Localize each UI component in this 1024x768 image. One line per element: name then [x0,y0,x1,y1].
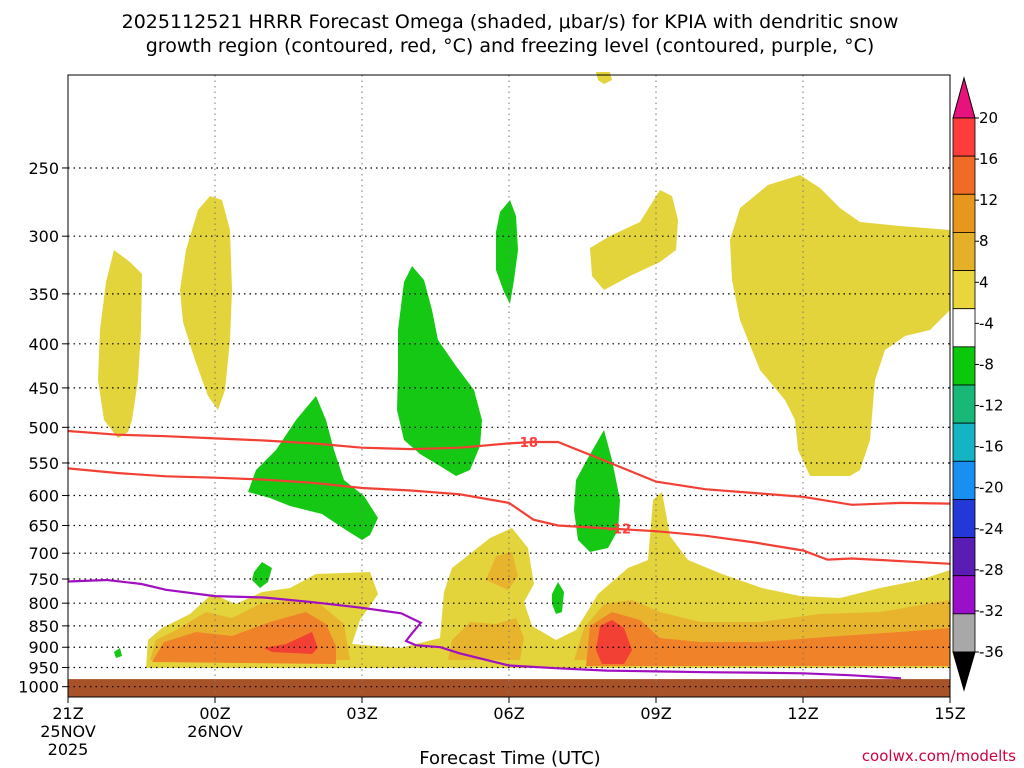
y-tick-label-750: 750 [28,570,59,589]
colorbar-label--8: -8 [979,355,994,373]
omega-region-green-1 [248,396,378,540]
omega-region-red-2 [596,620,632,664]
credit-text: coolwx.com/modelts [862,747,1016,765]
colorbar-label--20: -20 [979,479,1004,497]
y-tick-label-600: 600 [28,487,59,506]
colorbar-label-16: 16 [979,150,998,168]
colorbar-swatch-0 [952,117,976,157]
omega-region-gold-3 [486,552,518,590]
colorbar-label--12: -12 [979,397,1004,415]
plot-area: -18 -12 [67,72,951,698]
omega-positive-shading-2 [150,552,950,666]
colorbar-swatch-9 [952,460,976,500]
y-tick-label-800: 800 [28,594,59,613]
chart-title-line-1: 2025112521 HRRR Forecast Omega (shaded, … [122,11,899,33]
omega-region-green-3 [496,200,518,304]
colorbar-label--36: -36 [979,643,1004,661]
colorbar-label--28: -28 [979,561,1004,579]
ground-below-surface [68,679,950,697]
colorbar-swatch-3 [952,232,976,271]
colorbar-arrow-top [952,76,976,119]
y-tick-label-450: 450 [28,379,59,398]
x-tick-label-09Z: 09Z [640,704,671,723]
colorbar-label--32: -32 [979,602,1004,620]
colorbar-label--16: -16 [979,438,1004,456]
y-tick-label-700: 700 [28,544,59,563]
x-tick-label-21Z: 21Z [52,704,83,723]
x-tick-label-26NOV: 26NOV [187,722,243,741]
colorbar-label-12: 12 [979,191,998,209]
y-tick-label-900: 900 [28,638,59,657]
colorbar-label--4: -4 [979,314,994,332]
y-tick-label-950: 950 [28,658,59,677]
y-tick-label-250: 250 [28,159,59,178]
y-tick-label-1000: 1000 [18,678,59,697]
x-tick-label-06Z: 06Z [493,704,524,723]
omega-region-orange-2 [586,612,950,666]
colorbar-swatch-4 [952,270,976,310]
x-tick-label-2025: 2025 [48,740,89,759]
omega-region-green-7 [114,648,122,658]
x-axis-label: Forecast Time (UTC) [419,748,600,768]
y-tick-label-850: 850 [28,617,59,636]
contour-line--12 [67,467,951,565]
colorbar-label-4: 4 [979,273,989,291]
chart-title-line-2: growth region (contoured, red, °C) and f… [146,35,875,57]
omega-region-yellow-4 [590,190,678,290]
y-axis-ticks: 250 300 350 400 450 500 550 600 650 700 750 800 850 9… [18,159,68,697]
y-tick-label-300: 300 [28,227,59,246]
colorbar: 20 16 12 8 4 -4 -8 -12 -16 -20 -24 -28 -32 -36 [952,76,1004,692]
x-tick-label-00Z: 00Z [199,704,230,723]
omega-region-yellow-2 [180,196,232,410]
contour-label--12: -12 [608,522,632,537]
y-tick-label-650: 650 [28,516,59,535]
y-tick-label-400: 400 [28,335,59,354]
colorbar-swatch-10 [952,499,976,538]
y-tick-label-550: 550 [28,454,59,473]
contour-label--18: -18 [514,436,538,451]
omega-region-green-4 [574,430,620,552]
x-tick-label-15Z: 15Z [934,704,965,723]
colorbar-swatch-7 [952,384,976,424]
colorbar-arrow-bottom [952,651,976,692]
colorbar-swatch-5 [952,308,976,348]
colorbar-label--24: -24 [979,520,1004,538]
omega-region-green-6 [552,582,564,614]
colorbar-swatch-6 [952,346,976,386]
colorbar-swatch-2 [952,193,976,233]
omega-region-green-2 [397,266,482,476]
colorbar-label-20: 20 [979,109,998,127]
y-tick-label-350: 350 [28,285,59,304]
colorbar-swatch-11 [952,537,976,577]
x-tick-label-25NOV: 25NOV [40,722,96,741]
colorbar-swatch-8 [952,422,976,462]
omega-region-red-1 [264,632,318,654]
x-tick-label-12Z: 12Z [787,704,818,723]
y-tick-label-500: 500 [28,418,59,437]
contour-lines: -18 -12 [67,429,951,680]
contour-line-0 [67,578,902,680]
x-tick-label-03Z: 03Z [346,704,377,723]
omega-negative-shading [114,200,620,658]
omega-region-gold-2 [448,618,524,660]
colorbar-swatch-1 [952,155,976,195]
omega-region-yellow-5 [730,175,950,476]
contour-line--18 [67,429,951,506]
colorbar-swatch-13 [952,613,976,653]
colorbar-label-8: 8 [979,232,989,250]
omega-region-yellow-1 [98,250,142,438]
omega-region-green-5 [252,562,272,588]
colorbar-swatch-12 [952,575,976,615]
